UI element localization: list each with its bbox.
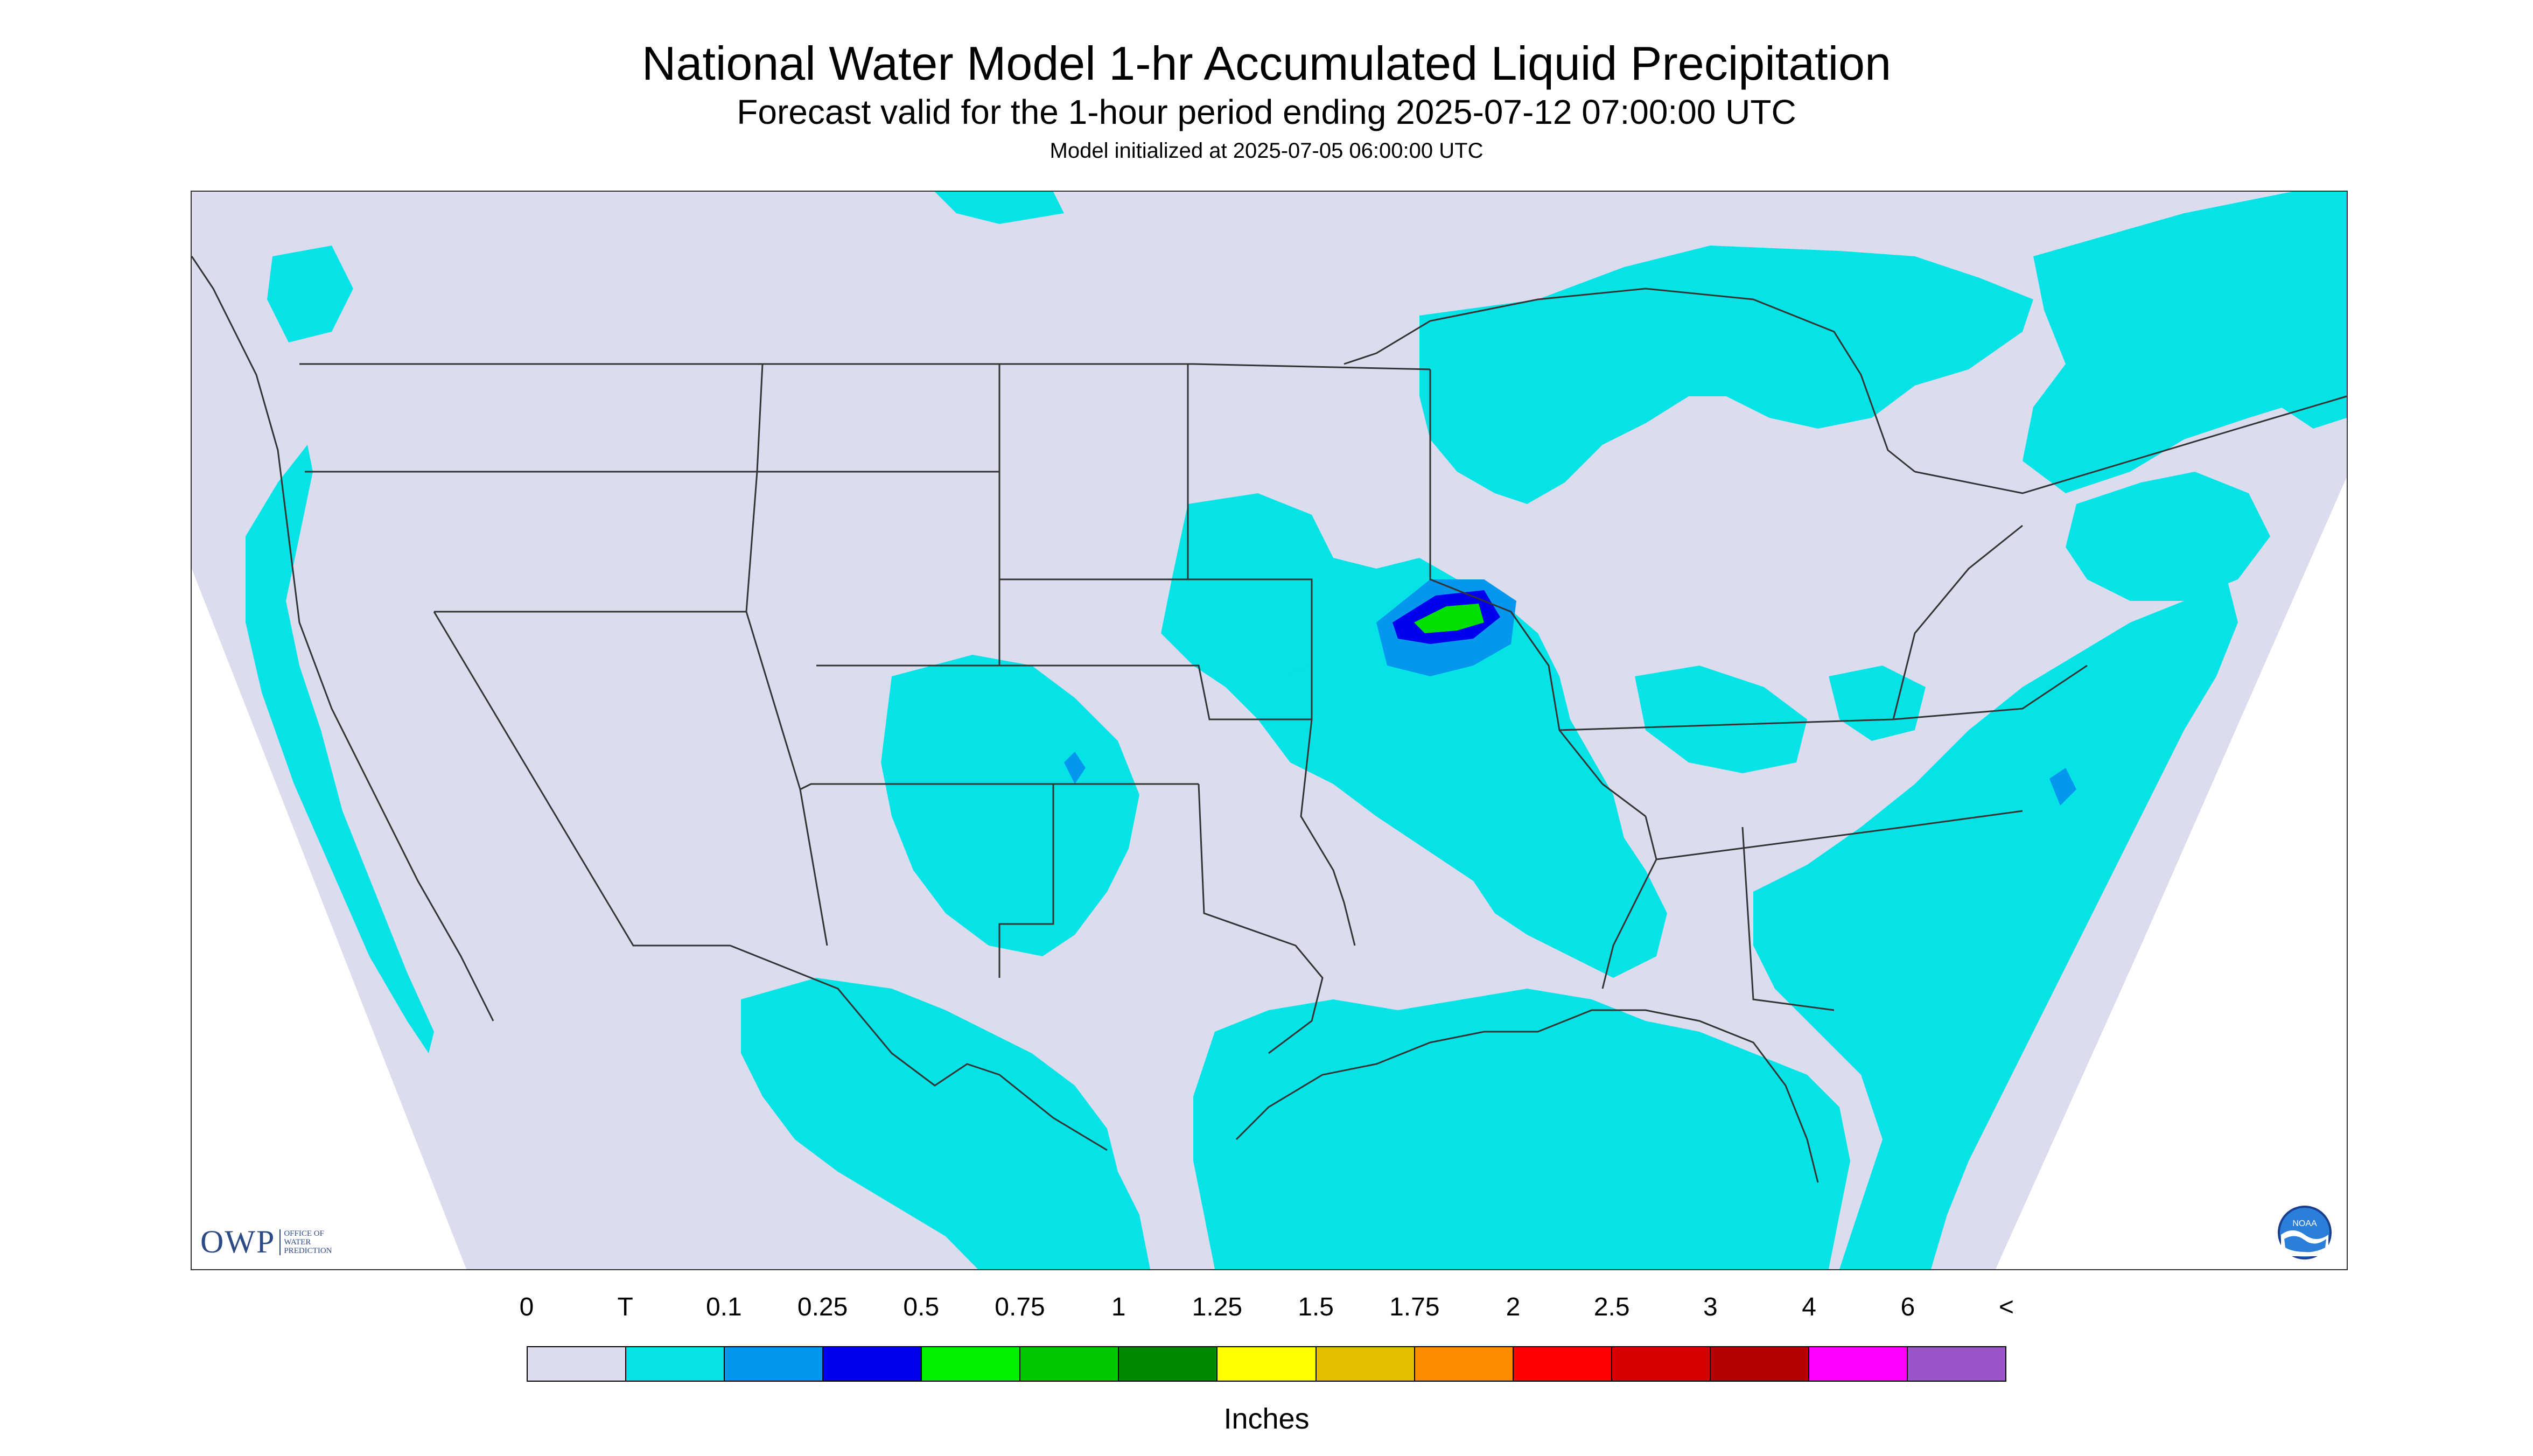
legend-tick-label: 0 [519, 1293, 534, 1321]
legend-swatch [1316, 1347, 1415, 1381]
legend-tick-label: T [617, 1293, 633, 1321]
owp-logo-line: PREDICTION [284, 1246, 332, 1255]
legend-swatch [1907, 1347, 2005, 1381]
color-legend: 0 T 0.1 0.25 0.5 0.75 1 1.25 1.5 1.75 2 2.5 3 4 6 < [520, 1292, 2014, 1382]
precipitation-field [246, 192, 2347, 1269]
chart-title: National Water Model 1-hr Accumulated Li… [641, 37, 1892, 90]
owp-logo-text: OFFICE OF WATER PREDICTION [279, 1229, 348, 1255]
legend-tick-label: 3 [1703, 1293, 1718, 1321]
legend-swatch [626, 1347, 725, 1381]
precipitation-map: OWP OFFICE OF WATER PREDICTION NOAA [191, 191, 2348, 1270]
legend-tick-label: 1.5 [1298, 1293, 1334, 1321]
owp-logo: OWP OFFICE OF WATER PREDICTION [200, 1223, 348, 1261]
legend-swatch [725, 1347, 824, 1381]
legend-swatch [1809, 1347, 1908, 1381]
legend-tick-label: 1.25 [1192, 1293, 1243, 1321]
legend-tick-label: 0.1 [706, 1293, 742, 1321]
legend-tick-label: 0.5 [903, 1293, 940, 1321]
noaa-logo-icon: NOAA [2278, 1206, 2332, 1259]
legend-units-label: Inches [1223, 1403, 1310, 1435]
legend-swatch [1217, 1347, 1317, 1381]
legend-tick-label: 2 [1506, 1293, 1521, 1321]
legend-tick-label: 4 [1802, 1293, 1816, 1321]
legend-tick-label: < [1998, 1293, 2014, 1321]
legend-swatch [1513, 1347, 1612, 1381]
owp-logo-mark: OWP [200, 1224, 276, 1259]
legend-swatch [1612, 1347, 1711, 1381]
legend-tick-label: 2.5 [1593, 1293, 1630, 1321]
model-init-note: Model initialized at 2025-07-05 06:00:00… [1049, 139, 1484, 163]
legend-color-bar [527, 1346, 2006, 1382]
legend-labels: 0 T 0.1 0.25 0.5 0.75 1 1.25 1.5 1.75 2 2.5 3 4 6 < [520, 1292, 2014, 1325]
noaa-logo-text: NOAA [2292, 1219, 2317, 1228]
legend-tick-label: 0.25 [797, 1293, 848, 1321]
owp-logo-line: WATER [284, 1237, 311, 1247]
state-boundaries [192, 256, 2347, 1183]
legend-swatch [1415, 1347, 1514, 1381]
legend-swatch [528, 1347, 627, 1381]
owp-logo-line: OFFICE OF [284, 1229, 324, 1238]
legend-swatch [823, 1347, 922, 1381]
legend-tick-label: 1 [1111, 1293, 1126, 1321]
legend-tick-label: 1.75 [1389, 1293, 1440, 1321]
legend-swatch [1710, 1347, 1809, 1381]
forecast-valid-subtitle: Forecast valid for the 1-hour period end… [737, 93, 1796, 131]
legend-swatch [1020, 1347, 1119, 1381]
legend-swatch [1119, 1347, 1218, 1381]
map-canvas [192, 192, 2347, 1269]
legend-tick-label: 0.75 [995, 1293, 1045, 1321]
legend-tick-label: 6 [1900, 1293, 1915, 1321]
legend-swatch [922, 1347, 1021, 1381]
